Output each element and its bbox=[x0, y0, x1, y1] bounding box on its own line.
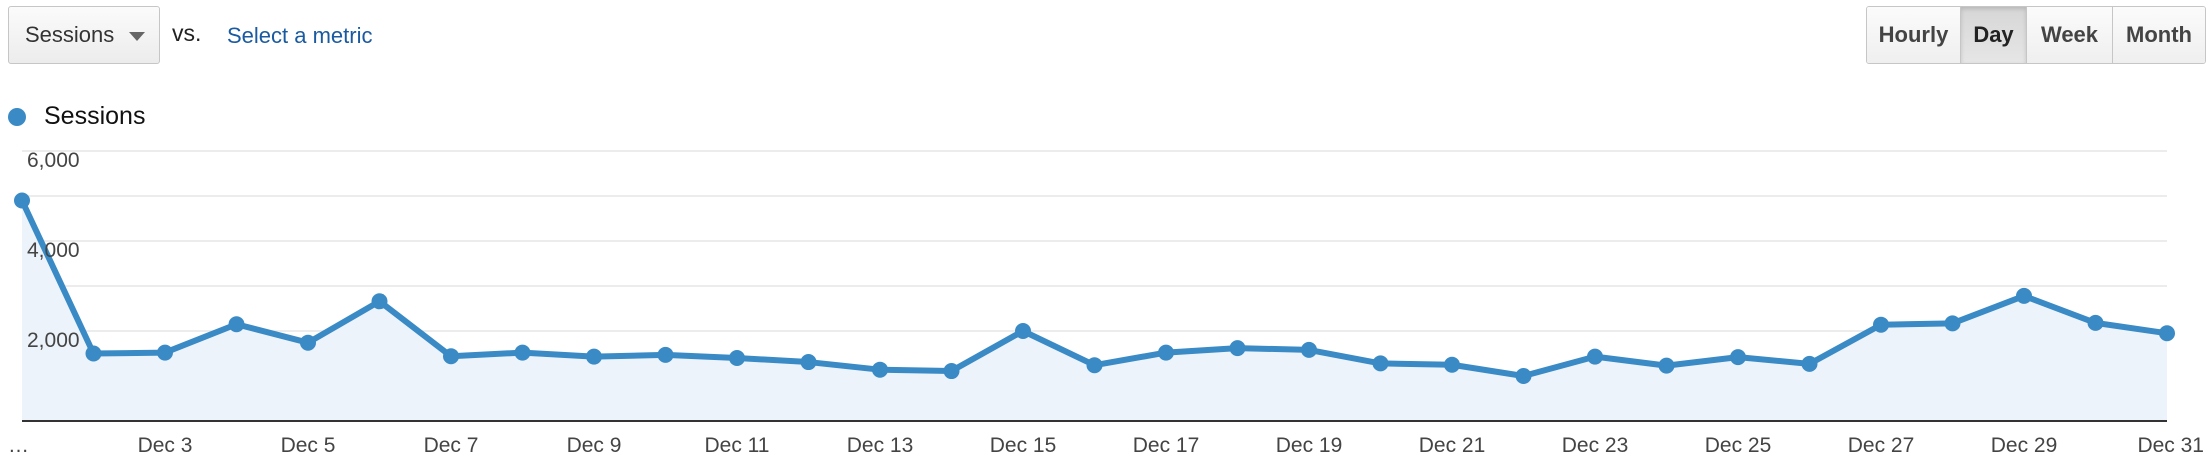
month-button[interactable]: Month bbox=[2113, 7, 2205, 63]
x-tick-label: Dec 29 bbox=[1991, 434, 2058, 457]
data-point bbox=[1015, 323, 1031, 339]
data-point bbox=[2159, 325, 2175, 342]
data-point bbox=[1873, 316, 1889, 333]
vs-label: vs. bbox=[172, 20, 202, 46]
x-tick-label: Dec 25 bbox=[1705, 434, 1772, 457]
x-tick-label: Dec 27 bbox=[1848, 434, 1915, 457]
data-point bbox=[1515, 368, 1532, 384]
data-point bbox=[1730, 349, 1746, 366]
data-point bbox=[1229, 340, 1246, 357]
day-button[interactable]: Day bbox=[1961, 7, 2027, 63]
data-point bbox=[371, 293, 388, 310]
data-point bbox=[443, 348, 459, 365]
legend-series-label: Sessions bbox=[44, 102, 146, 130]
legend-series-marker bbox=[8, 107, 26, 126]
series-points bbox=[14, 192, 2175, 384]
x-tick-label: Dec 13 bbox=[847, 434, 914, 457]
hourly-button[interactable]: Hourly bbox=[1867, 7, 1961, 63]
x-tick-label: Dec 5 bbox=[281, 434, 336, 457]
data-point bbox=[586, 348, 602, 365]
data-point bbox=[228, 316, 245, 333]
data-point bbox=[300, 334, 316, 351]
data-point bbox=[1372, 355, 1389, 372]
x-tick-label: Dec 19 bbox=[1276, 434, 1343, 457]
data-point bbox=[943, 363, 960, 380]
data-point bbox=[1301, 341, 1317, 358]
select-metric-link[interactable]: Select a metric bbox=[227, 23, 373, 48]
week-button[interactable]: Week bbox=[2027, 7, 2113, 63]
data-point bbox=[1086, 357, 1103, 374]
data-point bbox=[85, 345, 102, 362]
data-point bbox=[1587, 348, 1603, 365]
x-tick-label: Dec 31 bbox=[2137, 434, 2204, 457]
y-tick-label: 2,000 bbox=[27, 329, 80, 352]
x-tick-label: Dec 9 bbox=[567, 434, 622, 457]
data-point bbox=[1944, 315, 1961, 332]
data-point bbox=[1444, 356, 1460, 373]
data-point bbox=[729, 350, 745, 366]
series-area bbox=[22, 200, 2167, 421]
data-point bbox=[2016, 287, 2032, 304]
metric-select-dropdown[interactable]: Sessions bbox=[8, 6, 160, 64]
data-point bbox=[872, 361, 888, 378]
x-tick-label: … bbox=[8, 434, 29, 457]
data-point bbox=[14, 192, 30, 209]
x-tick-label: Dec 15 bbox=[990, 434, 1057, 457]
metric-select-label: Sessions bbox=[25, 22, 115, 47]
y-tick-label: 6,000 bbox=[27, 149, 80, 172]
data-point bbox=[1658, 357, 1675, 374]
x-tick-label: Dec 21 bbox=[1419, 434, 1486, 457]
data-point bbox=[657, 346, 674, 363]
chart-legend: Sessions bbox=[8, 102, 145, 131]
x-tick-label: Dec 7 bbox=[424, 434, 479, 457]
data-point bbox=[1158, 344, 1174, 361]
data-point bbox=[514, 344, 531, 361]
data-point bbox=[157, 344, 173, 361]
x-tick-label: Dec 17 bbox=[1133, 434, 1200, 457]
data-point bbox=[800, 354, 817, 371]
granularity-toggle: Hourly Day Week Month bbox=[1866, 6, 2206, 64]
data-point bbox=[1801, 355, 1818, 372]
y-tick-label: 4,000 bbox=[27, 239, 80, 262]
data-point bbox=[2087, 314, 2104, 331]
x-tick-label: Dec 23 bbox=[1562, 434, 1629, 457]
x-tick-label: Dec 11 bbox=[705, 434, 770, 457]
x-tick-label: Dec 3 bbox=[138, 434, 193, 457]
chevron-down-icon bbox=[129, 32, 145, 41]
